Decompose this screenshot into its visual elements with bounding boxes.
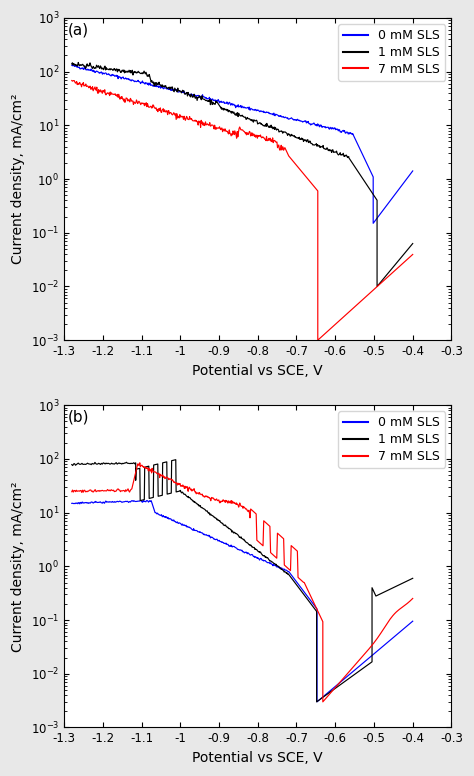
Legend: 0 mM SLS, 1 mM SLS, 7 mM SLS: 0 mM SLS, 1 mM SLS, 7 mM SLS [338,411,445,468]
Legend: 0 mM SLS, 1 mM SLS, 7 mM SLS: 0 mM SLS, 1 mM SLS, 7 mM SLS [338,24,445,81]
Y-axis label: Current density, mA/cm²: Current density, mA/cm² [11,94,25,265]
Y-axis label: Current density, mA/cm²: Current density, mA/cm² [11,481,25,652]
Text: (a): (a) [68,22,89,37]
Text: (b): (b) [68,410,90,424]
X-axis label: Potential vs SCE, V: Potential vs SCE, V [192,364,323,378]
X-axis label: Potential vs SCE, V: Potential vs SCE, V [192,751,323,765]
